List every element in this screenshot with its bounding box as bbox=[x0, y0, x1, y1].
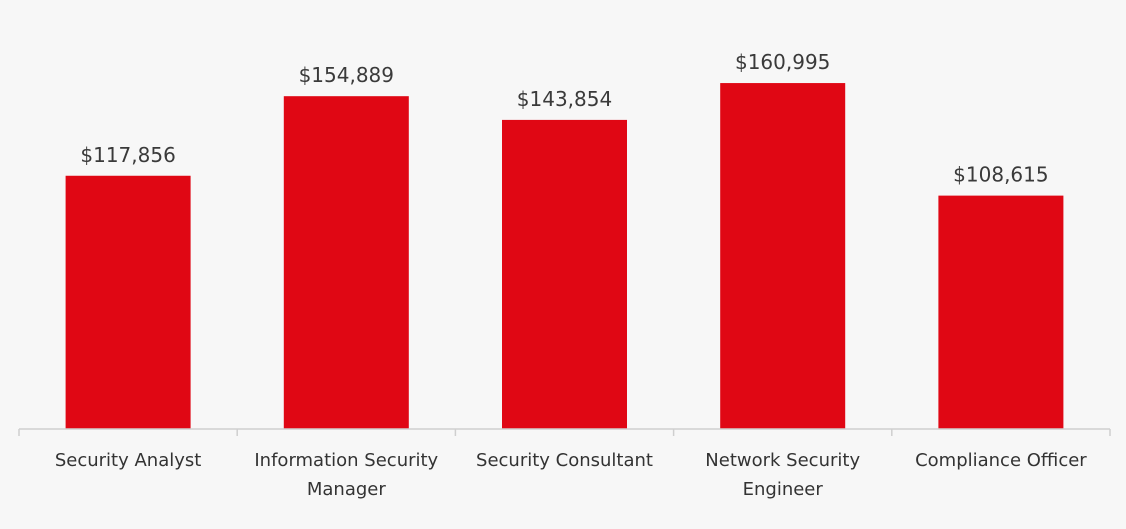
bar-0 bbox=[65, 175, 191, 429]
value-label-3: $160,995 bbox=[735, 50, 830, 74]
category-label-1-line-1: Manager bbox=[307, 479, 386, 500]
bar-3 bbox=[720, 83, 846, 430]
category-label-0: Security Analyst bbox=[55, 450, 201, 471]
category-label-2-line-0: Security Consultant bbox=[476, 450, 653, 471]
value-label-2: $143,854 bbox=[517, 87, 612, 111]
category-label-3-line-1: Engineer bbox=[743, 479, 824, 500]
bar-4 bbox=[938, 195, 1064, 429]
bar-1 bbox=[283, 96, 409, 429]
value-label-1: $154,889 bbox=[299, 63, 394, 87]
category-label-4: Compliance Officer bbox=[915, 450, 1087, 471]
category-label-1-line-0: Information Security bbox=[254, 450, 438, 471]
category-label-1: Information Security Manager bbox=[254, 450, 438, 500]
category-label-0-line-0: Security Analyst bbox=[55, 450, 201, 471]
bar-2 bbox=[502, 119, 627, 430]
category-label-3-line-0: Network Security bbox=[705, 450, 860, 471]
value-label-4: $108,615 bbox=[953, 163, 1048, 187]
category-label-2: Security Consultant bbox=[476, 450, 653, 471]
category-label-4-line-0: Compliance Officer bbox=[915, 450, 1087, 471]
category-label-3: Network Security Engineer bbox=[705, 450, 860, 500]
value-label-0: $117,856 bbox=[80, 143, 175, 167]
